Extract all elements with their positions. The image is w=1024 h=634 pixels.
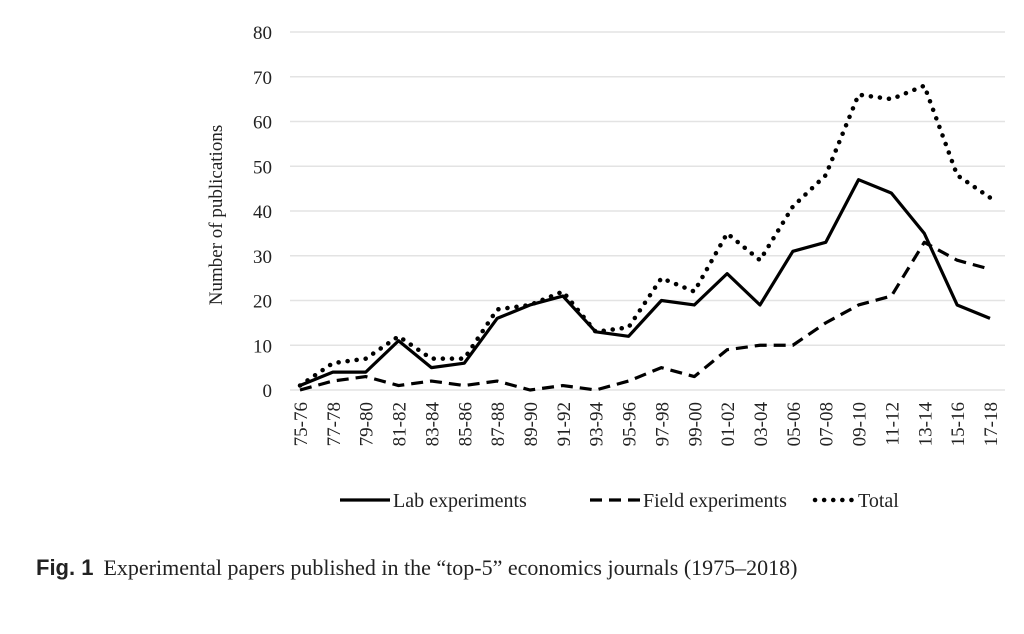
x-tick-label: 83-84	[422, 402, 443, 447]
x-tick-label: 93-94	[587, 402, 608, 447]
x-tick-label: 85-86	[455, 402, 476, 446]
x-tick-label: 89-90	[521, 402, 542, 446]
x-tick-label: 11-12	[882, 402, 903, 446]
y-tick-label: 40	[253, 202, 272, 223]
y-tick-label: 50	[253, 157, 272, 178]
figure-caption: Fig. 1 Experimental papers published in t…	[36, 555, 798, 581]
x-tick-label: 13-14	[915, 402, 936, 447]
series-line-lab-experiments	[299, 178, 991, 388]
y-tick-label: 20	[253, 292, 272, 313]
x-tick-label: 99-00	[685, 402, 706, 446]
x-tick-label: 97-98	[652, 402, 673, 446]
x-tick-label: 79-80	[357, 402, 378, 446]
y-tick-label: 0	[263, 381, 273, 402]
x-tick-label: 91-92	[554, 402, 575, 446]
y-tick-label: 80	[253, 23, 272, 44]
x-tick-label: 17-18	[981, 402, 1002, 446]
series-line-total	[297, 83, 993, 388]
caption-label: Fig. 1	[36, 555, 94, 580]
x-tick-label: 09-10	[850, 402, 871, 446]
x-tick-label: 77-78	[324, 402, 345, 446]
caption-text: Experimental papers published in the “to…	[103, 555, 798, 580]
x-tick-label: 81-82	[390, 402, 411, 446]
x-tick-label: 03-04	[751, 402, 772, 447]
legend-label: Lab experiments	[393, 490, 527, 512]
y-axis-label: Number of publications	[206, 125, 227, 305]
x-tick-label: 07-08	[817, 402, 838, 446]
y-tick-label: 10	[253, 336, 272, 357]
x-tick-label: 05-06	[784, 402, 805, 446]
legend-label: Total	[858, 490, 899, 512]
y-tick-label: 70	[253, 68, 272, 89]
series-line-field-experiments	[299, 240, 991, 392]
line-chart: 0 10 20 30 40 50 60 70 80 Number of publications 7…	[206, 23, 1005, 512]
x-tick-label: 15-16	[948, 402, 969, 446]
y-tick-label: 60	[253, 113, 272, 134]
x-tick-label: 01-02	[718, 402, 739, 446]
x-tick-label: 75-76	[291, 402, 312, 446]
x-tick-label: 95-96	[620, 402, 641, 446]
y-tick-label: 30	[253, 247, 272, 268]
legend-label: Field experiments	[643, 490, 787, 512]
x-tick-label: 87-88	[488, 402, 509, 446]
